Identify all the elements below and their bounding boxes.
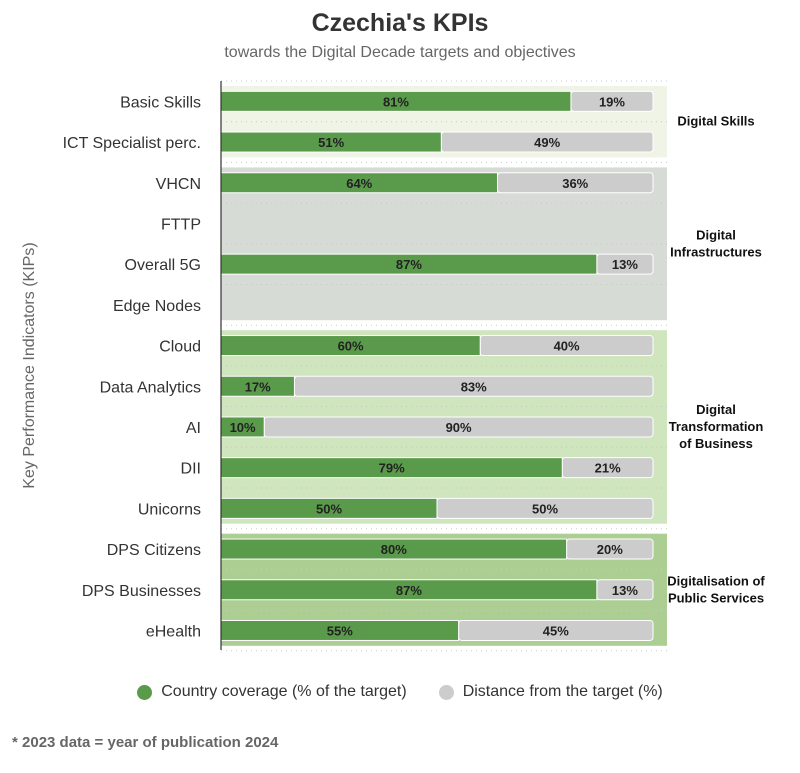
kpi-bar-chart: 81% 19% Basic Skills 51% 49% ICT Specialist p…: [21, 80, 765, 652]
group-label-2: Digital Transformation of Business: [669, 402, 764, 451]
chart-legend: Country coverage (% of the target) Dista…: [0, 683, 800, 701]
category-label: DPS Citizens: [107, 542, 201, 559]
category-label: Cloud: [159, 339, 201, 356]
data-label-coverage: 50%: [316, 501, 342, 516]
category-label: Overall 5G: [125, 257, 201, 274]
legend-item-coverage: Country coverage (% of the target): [137, 683, 407, 701]
data-label-distance: 21%: [595, 461, 621, 476]
category-label: eHealth: [146, 623, 201, 640]
category-label: FTTP: [161, 216, 201, 233]
data-label-distance: 36%: [562, 176, 588, 191]
category-label: ICT Specialist perc.: [63, 135, 201, 152]
chart-title: Czechia's KPIs: [311, 9, 489, 37]
data-label-distance: 13%: [612, 583, 638, 598]
data-label-distance: 19%: [599, 94, 625, 109]
category-label: VHCN: [156, 176, 201, 193]
category-label: AI: [186, 420, 201, 437]
legend-swatch-coverage: [137, 684, 153, 700]
data-label-distance: 20%: [597, 542, 623, 557]
legend-swatch-distance: [438, 684, 454, 700]
data-label-distance: 13%: [612, 257, 638, 272]
data-label-distance: 83%: [461, 379, 487, 394]
legend-label-coverage: Country coverage (% of the target): [161, 683, 407, 700]
data-label-coverage: 10%: [230, 420, 256, 435]
data-label-distance: 50%: [532, 501, 558, 516]
data-label-coverage: 17%: [245, 379, 271, 394]
data-label-distance: 40%: [554, 339, 580, 354]
legend-label-distance: Distance from the target (%): [462, 683, 663, 700]
data-label-coverage: 60%: [338, 339, 364, 354]
category-label: Data Analytics: [100, 379, 201, 396]
group-label-0: Digital Skills: [677, 114, 754, 129]
category-label: Edge Nodes: [113, 298, 201, 315]
data-label-distance: 45%: [543, 623, 569, 638]
category-label: Unicorns: [138, 501, 201, 518]
data-label-distance: 90%: [446, 420, 472, 435]
chart-subtitle: towards the Digital Decade targets and o…: [224, 44, 576, 61]
data-label-coverage: 51%: [318, 135, 344, 150]
data-label-coverage: 80%: [381, 542, 407, 557]
group-label-3: Digitalisation of Public Services: [667, 573, 765, 605]
footnote: * 2023 data = year of publication 2024: [12, 734, 279, 751]
data-label-distance: 49%: [534, 135, 560, 150]
legend-item-distance: Distance from the target (%): [438, 683, 663, 701]
data-label-coverage: 87%: [396, 583, 422, 598]
y-axis-title: Key Performance Indicators (KIPs): [21, 242, 38, 488]
data-label-coverage: 81%: [383, 94, 409, 109]
data-label-coverage: 87%: [396, 257, 422, 272]
category-label: DPS Businesses: [82, 583, 201, 600]
data-label-coverage: 79%: [379, 461, 405, 476]
data-label-coverage: 64%: [346, 176, 372, 191]
category-label: Basic Skills: [120, 94, 201, 111]
data-label-coverage: 55%: [327, 623, 353, 638]
group-label-1: Digital Infrastructures: [670, 227, 762, 259]
category-label: DII: [181, 461, 201, 478]
